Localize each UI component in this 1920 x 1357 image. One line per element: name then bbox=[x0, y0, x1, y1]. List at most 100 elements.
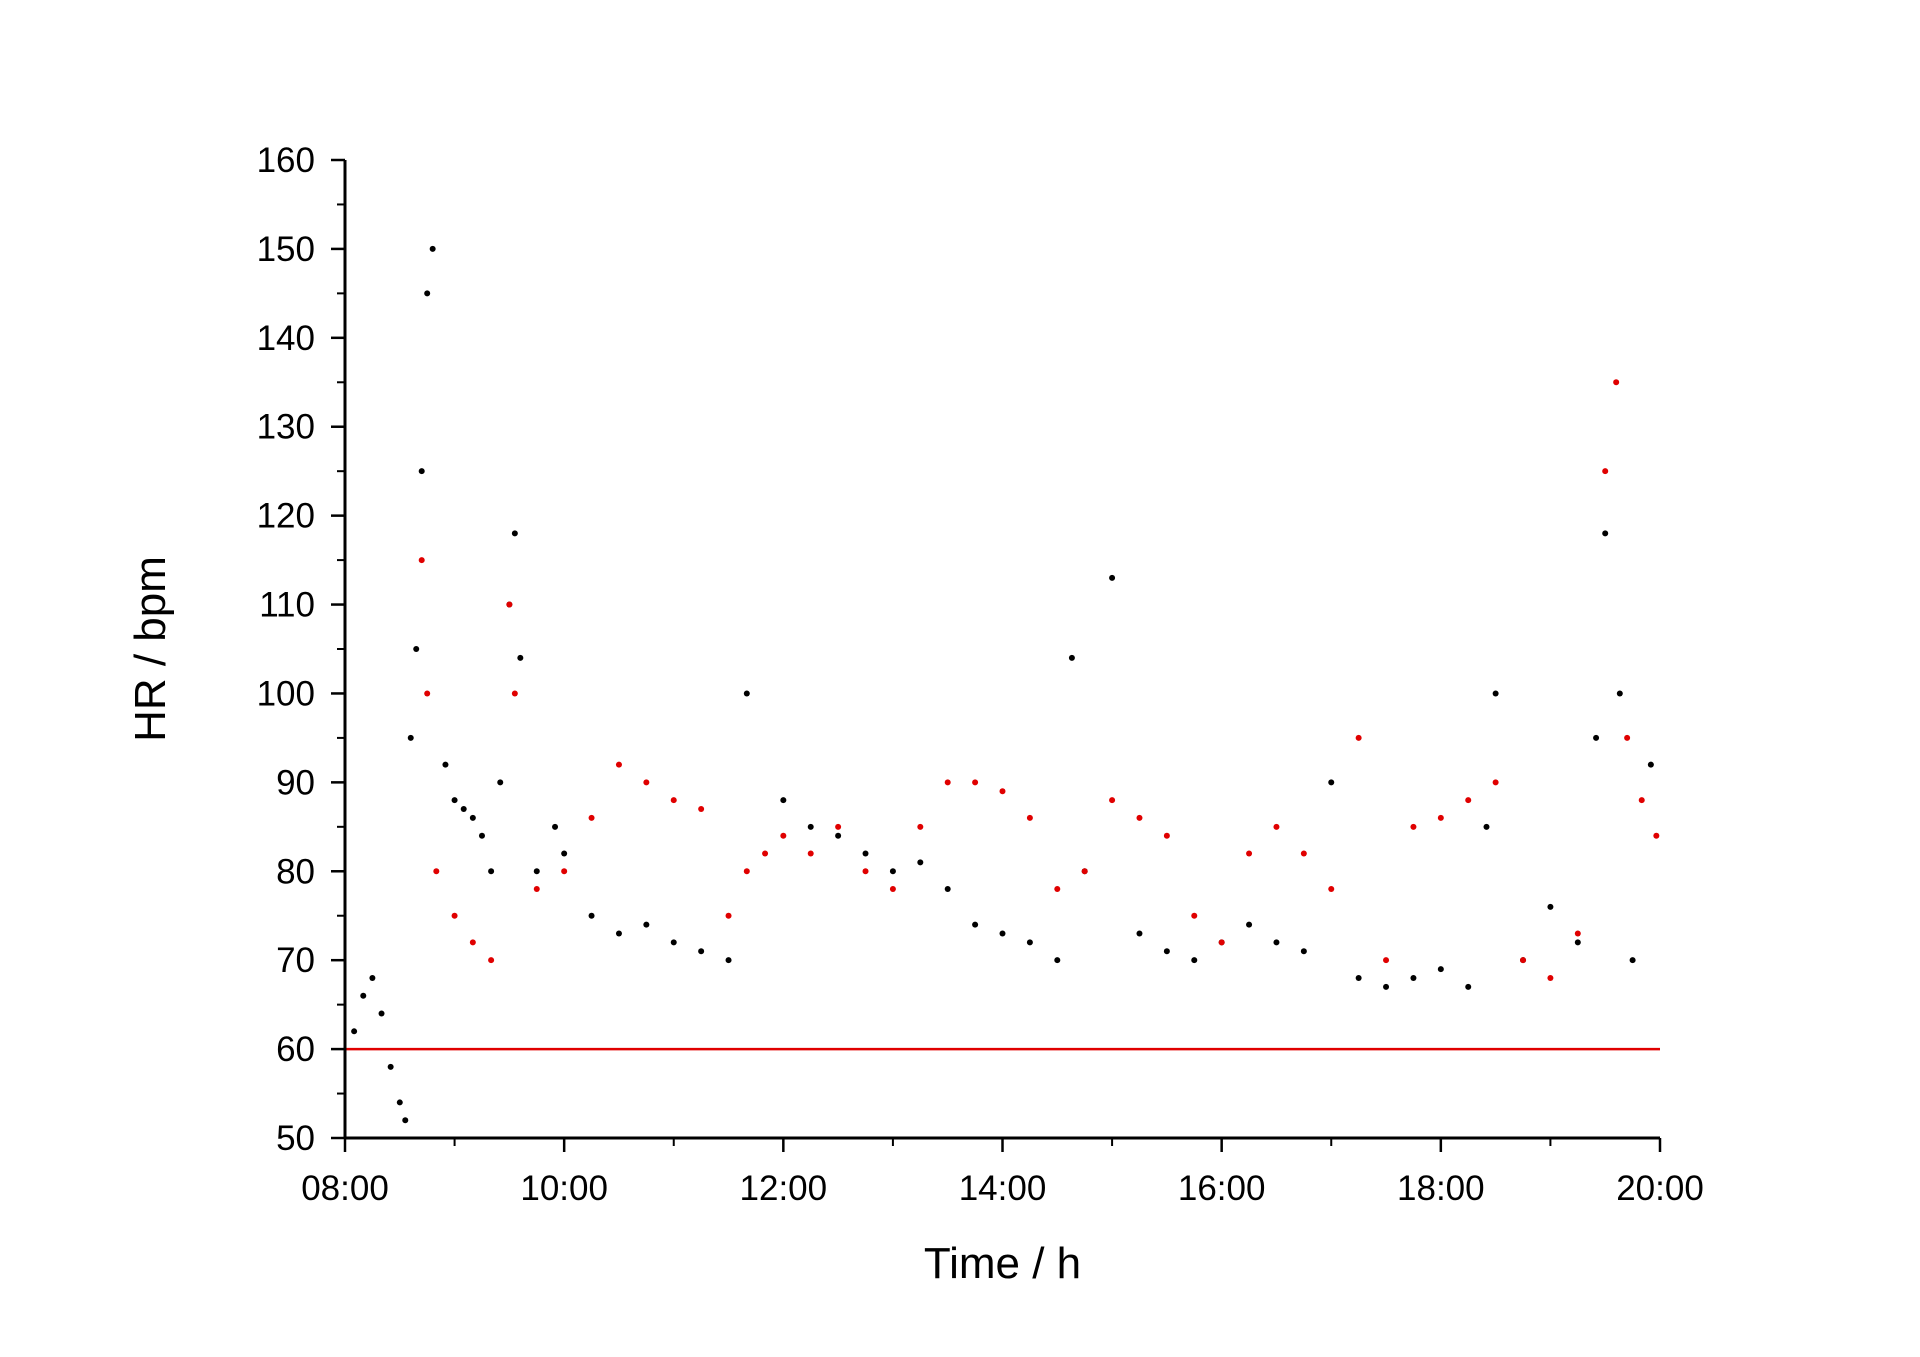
x-axis-title: Time / h bbox=[924, 1239, 1081, 1288]
data-point bbox=[378, 1010, 385, 1017]
y-tick-label: 90 bbox=[276, 763, 315, 802]
data-point bbox=[643, 921, 650, 928]
data-point bbox=[369, 974, 376, 981]
data-point bbox=[725, 912, 732, 919]
data-point bbox=[488, 868, 495, 875]
x-tick-label: 14:00 bbox=[959, 1169, 1047, 1208]
y-tick-label: 130 bbox=[257, 408, 315, 447]
data-point bbox=[561, 850, 568, 857]
data-point bbox=[1054, 886, 1061, 893]
data-point bbox=[1191, 912, 1198, 919]
data-point bbox=[429, 245, 436, 252]
data-point bbox=[1109, 797, 1116, 804]
data-point bbox=[1109, 574, 1116, 581]
data-point bbox=[588, 912, 595, 919]
y-axis-title: HR / bpm bbox=[126, 556, 175, 742]
data-point bbox=[1246, 921, 1253, 928]
y-tick-label: 160 bbox=[257, 141, 315, 180]
data-point bbox=[488, 957, 495, 964]
data-point bbox=[1218, 939, 1225, 946]
data-point bbox=[917, 823, 924, 830]
x-tick-label: 12:00 bbox=[740, 1169, 828, 1208]
data-point bbox=[698, 948, 705, 955]
data-point bbox=[643, 779, 650, 786]
data-point bbox=[1492, 690, 1499, 697]
data-point bbox=[407, 734, 414, 741]
data-point bbox=[1163, 832, 1170, 839]
data-point bbox=[1653, 832, 1660, 839]
data-point bbox=[615, 930, 622, 937]
data-point bbox=[1136, 930, 1143, 937]
data-point bbox=[944, 779, 951, 786]
data-point bbox=[418, 557, 425, 564]
data-point bbox=[1483, 823, 1490, 830]
data-point bbox=[552, 823, 559, 830]
data-point bbox=[889, 868, 896, 875]
x-tick-label: 18:00 bbox=[1397, 1169, 1485, 1208]
data-point bbox=[780, 797, 787, 804]
data-point bbox=[743, 868, 750, 875]
data-point bbox=[670, 797, 677, 804]
x-tick-label: 08:00 bbox=[301, 1169, 389, 1208]
data-point bbox=[807, 823, 814, 830]
data-point bbox=[780, 832, 787, 839]
data-point bbox=[1602, 468, 1609, 475]
data-point bbox=[1520, 957, 1527, 964]
data-point bbox=[1624, 734, 1631, 741]
data-point bbox=[396, 1099, 403, 1106]
y-tick-label: 100 bbox=[257, 674, 315, 713]
data-point bbox=[1246, 850, 1253, 857]
data-point bbox=[862, 850, 869, 857]
data-point bbox=[1273, 939, 1280, 946]
x-axis-ticks: 08:00 10:00 12:00 14:00 16:00 18:00 20:00 bbox=[301, 1138, 1704, 1208]
data-point bbox=[506, 601, 513, 608]
data-point bbox=[1163, 948, 1170, 955]
data-point bbox=[807, 850, 814, 857]
axes bbox=[343, 160, 1660, 1140]
data-point bbox=[511, 690, 518, 697]
data-point bbox=[1465, 983, 1472, 990]
data-point bbox=[588, 814, 595, 821]
data-point bbox=[442, 761, 449, 768]
data-point bbox=[1026, 939, 1033, 946]
data-point bbox=[433, 868, 440, 875]
data-point bbox=[1136, 814, 1143, 821]
data-point bbox=[402, 1117, 409, 1124]
data-point bbox=[1437, 966, 1444, 973]
data-point bbox=[478, 832, 485, 839]
data-point bbox=[1328, 779, 1335, 786]
data-point bbox=[835, 823, 842, 830]
data-point bbox=[1492, 779, 1499, 786]
data-point bbox=[1191, 957, 1198, 964]
data-point bbox=[451, 797, 458, 804]
data-point bbox=[1300, 948, 1307, 955]
data-point bbox=[1273, 823, 1280, 830]
y-tick-label: 60 bbox=[276, 1030, 315, 1069]
y-tick-label: 80 bbox=[276, 852, 315, 891]
data-point bbox=[1068, 654, 1075, 661]
data-point bbox=[1383, 983, 1390, 990]
data-point bbox=[1629, 957, 1636, 964]
data-point bbox=[1355, 734, 1362, 741]
y-tick-label: 140 bbox=[257, 319, 315, 358]
data-point bbox=[889, 886, 896, 893]
data-point bbox=[1593, 734, 1600, 741]
data-point bbox=[561, 868, 568, 875]
data-point bbox=[1602, 530, 1609, 537]
data-point bbox=[1437, 814, 1444, 821]
x-tick-label: 20:00 bbox=[1616, 1169, 1704, 1208]
data-point bbox=[1328, 886, 1335, 893]
data-point bbox=[451, 912, 458, 919]
data-point bbox=[917, 859, 924, 866]
data-point bbox=[972, 779, 979, 786]
data-point bbox=[1355, 974, 1362, 981]
data-point bbox=[418, 468, 425, 475]
data-point bbox=[725, 957, 732, 964]
data-point bbox=[762, 850, 769, 857]
data-point bbox=[1465, 797, 1472, 804]
data-point bbox=[999, 930, 1006, 937]
x-tick-label: 16:00 bbox=[1178, 1169, 1266, 1208]
data-point bbox=[1547, 903, 1554, 910]
data-point bbox=[1647, 761, 1654, 768]
